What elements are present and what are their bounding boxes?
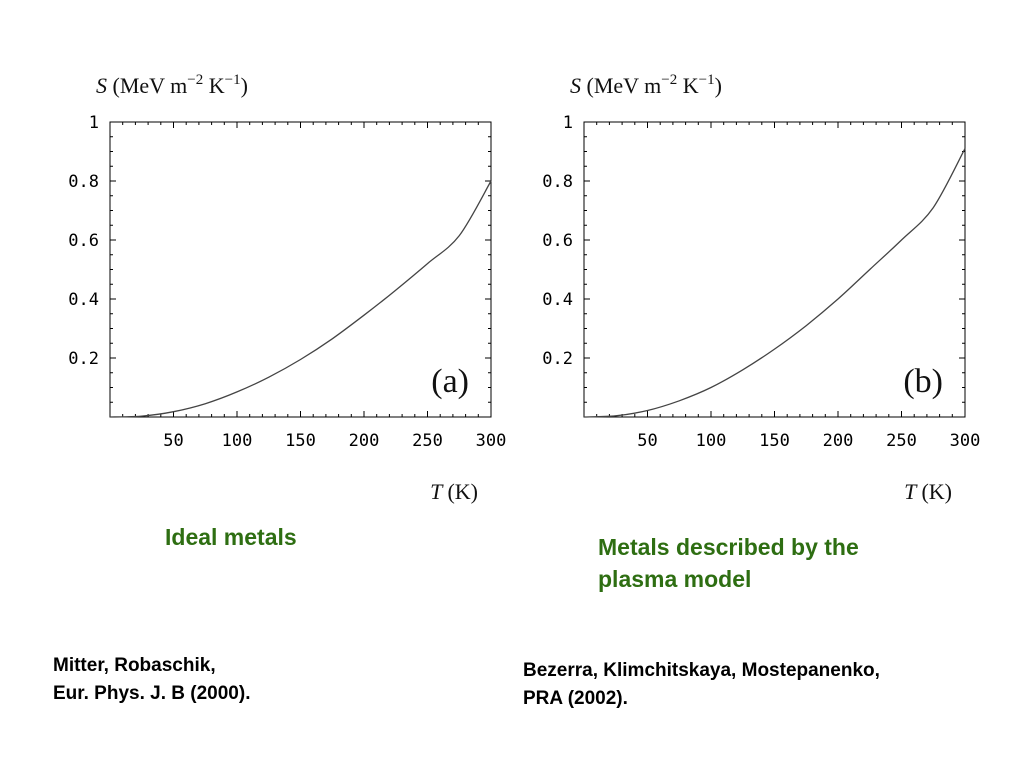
x-tick-label: 150 bbox=[759, 431, 790, 451]
y-tick-label: 0.4 bbox=[542, 290, 573, 310]
caption-plasma-model: Metals described by the plasma model bbox=[598, 531, 859, 595]
x-tick-label: 250 bbox=[886, 431, 917, 451]
chart-panel-b: 50 100 150 200 250 300 0.2 0.4 0.6 0.8 1 (b) S (MeV … bbox=[542, 72, 980, 504]
y-tick-label: 0.8 bbox=[542, 172, 573, 192]
reference-mitter-robaschik: Mitter, Robaschik, Eur. Phys. J. B (2000… bbox=[53, 652, 250, 708]
y-tick-label: 0.2 bbox=[542, 349, 573, 369]
reference-line: Eur. Phys. J. B (2000). bbox=[53, 683, 251, 704]
x-tick-label: 100 bbox=[696, 431, 727, 451]
x-tick-label: 50 bbox=[163, 431, 183, 451]
y-axis-title: S (MeV m−2 K−1) bbox=[570, 72, 722, 98]
y-tick-label: 1 bbox=[563, 113, 573, 133]
x-tick-label: 250 bbox=[412, 431, 443, 451]
y-tick-label: 0.4 bbox=[68, 290, 99, 310]
x-tick-label: 300 bbox=[476, 431, 507, 451]
y-tick-label: 1 bbox=[89, 113, 99, 133]
caption-line: Ideal metals bbox=[165, 524, 297, 550]
x-tick-label: 50 bbox=[637, 431, 657, 451]
caption-line: plasma model bbox=[598, 566, 752, 592]
panel-label: (a) bbox=[431, 363, 469, 400]
caption-ideal-metals: Ideal metals bbox=[165, 521, 297, 553]
reference-line: PRA (2002). bbox=[523, 688, 628, 709]
x-tick-label: 300 bbox=[950, 431, 981, 451]
chart-panel-a: 50 100 150 200 250 300 0.2 0.4 0.6 0.8 1 (a) S (MeV … bbox=[68, 72, 506, 504]
data-curve bbox=[109, 180, 492, 418]
reference-line: Bezerra, Klimchitskaya, Mostepanenko, bbox=[523, 660, 880, 681]
reference-bezerra: Bezerra, Klimchitskaya, Mostepanenko, PR… bbox=[523, 657, 880, 713]
x-tick-label: 100 bbox=[222, 431, 253, 451]
x-axis-title: T (K) bbox=[430, 479, 478, 504]
x-axis-title: T (K) bbox=[904, 479, 952, 504]
x-tick-label: 150 bbox=[285, 431, 316, 451]
y-tick-label: 0.2 bbox=[68, 349, 99, 369]
x-tick-label: 200 bbox=[349, 431, 380, 451]
caption-line: Metals described by the bbox=[598, 534, 859, 560]
x-tick-label: 200 bbox=[823, 431, 854, 451]
reference-line: Mitter, Robaschik, bbox=[53, 655, 216, 676]
data-curve bbox=[583, 148, 966, 418]
y-tick-label: 0.6 bbox=[542, 231, 573, 251]
y-tick-label: 0.8 bbox=[68, 172, 99, 192]
y-tick-label: 0.6 bbox=[68, 231, 99, 251]
panel-label: (b) bbox=[903, 363, 943, 400]
y-axis-title: S (MeV m−2 K−1) bbox=[96, 72, 248, 98]
